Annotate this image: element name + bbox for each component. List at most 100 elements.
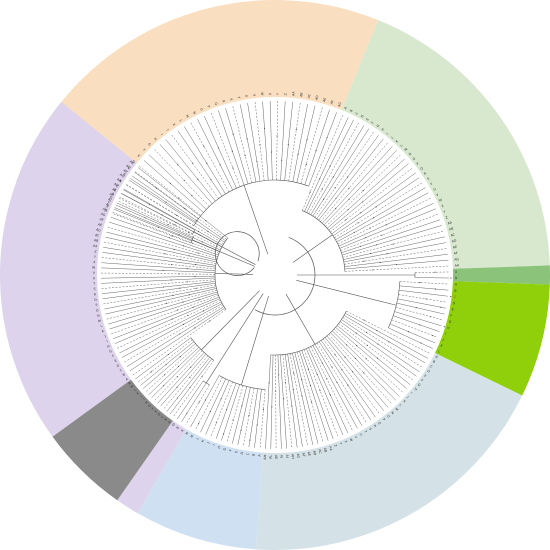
internal-node	[395, 263, 398, 266]
leaf-label: J	[390, 136, 394, 140]
leaf-label: D	[360, 114, 365, 119]
leaf-label: AC	[318, 449, 323, 455]
leaf-branch	[211, 113, 241, 187]
leaf-label: D	[452, 301, 456, 305]
internal-node	[203, 145, 205, 147]
leaf-branch	[341, 219, 441, 254]
leaf-branch	[119, 196, 193, 234]
internal-node	[366, 344, 368, 346]
leaf-label: Z	[333, 444, 338, 448]
internal-node	[205, 220, 207, 222]
internal-node	[282, 398, 284, 400]
leaf-branch	[306, 348, 344, 436]
leaf-branch	[101, 267, 216, 273]
internal-node	[355, 332, 357, 334]
internal-node	[189, 376, 191, 378]
leaf-branch	[134, 172, 199, 220]
leaf-branch	[308, 112, 337, 187]
leaf-branch	[308, 347, 349, 434]
internal-node	[450, 295, 452, 298]
internal-node	[176, 386, 178, 388]
leaf-label: W	[92, 265, 96, 269]
leaf-branch	[126, 306, 225, 367]
leaf-label: AD	[312, 450, 317, 456]
leaf-label: G	[448, 320, 452, 325]
leaf-label: H	[153, 137, 158, 142]
leaf-branch	[135, 337, 191, 380]
internal-node	[176, 309, 178, 311]
internal-node	[188, 231, 190, 234]
leaf-branch	[159, 144, 213, 204]
internal-node	[388, 341, 390, 343]
leaf-label: X	[268, 93, 272, 96]
internal-node	[295, 128, 297, 131]
leaf-label: T	[363, 429, 368, 434]
internal-node	[415, 307, 417, 309]
leaf-label: V	[252, 94, 256, 97]
leaf-label: O	[96, 308, 100, 313]
leaf-branch	[101, 275, 216, 279]
leaf-label: J	[103, 334, 106, 338]
leaf-label: C	[160, 414, 165, 419]
internal-node	[187, 314, 189, 317]
leaf-branch	[318, 138, 384, 221]
leaf-label: J	[405, 395, 409, 399]
internal-node	[360, 212, 362, 214]
leaf-branch	[101, 257, 216, 270]
leaf-label: U	[93, 276, 96, 280]
leaf-label: W	[260, 92, 264, 96]
leaf-branch	[195, 377, 223, 430]
leaf-branch	[254, 102, 265, 181]
internal-node	[341, 369, 343, 371]
internal-node	[191, 162, 194, 164]
leaf-label: Q	[94, 298, 98, 302]
leaf-branch	[333, 328, 404, 393]
leaf-label: AI	[105, 202, 109, 207]
leaf-branch	[395, 307, 444, 321]
leaf-label: Y	[338, 442, 342, 445]
leaf-label: AP	[123, 168, 129, 174]
leaf-label: F	[370, 121, 374, 125]
leaf-branch	[339, 208, 436, 249]
leaf-label: K	[440, 343, 444, 348]
leaf-branch	[314, 131, 375, 218]
leaf-branch	[314, 344, 363, 426]
leaf-label: Q	[420, 166, 425, 171]
internal-node	[345, 344, 348, 346]
leaf-branch	[399, 290, 448, 297]
internal-node	[326, 378, 328, 380]
leaf-label: D	[109, 195, 113, 200]
leaf-label: Z	[94, 249, 97, 253]
leaf-branch	[396, 302, 445, 315]
leaf-branch	[388, 327, 433, 349]
leaf-branch	[109, 221, 218, 257]
internal-node	[163, 374, 166, 376]
internal-node	[347, 384, 349, 386]
leaf-branch	[294, 352, 319, 444]
leaf-branch	[328, 334, 393, 405]
leaf-label: L	[179, 119, 183, 123]
leaf-branch	[130, 178, 197, 223]
leaf-label: S	[368, 427, 372, 431]
internal-node	[198, 318, 200, 320]
leaf-branch	[324, 337, 385, 411]
internal-node	[215, 422, 217, 424]
internal-node	[276, 135, 278, 137]
leaf-branch	[177, 130, 223, 197]
internal-node	[195, 219, 197, 221]
internal-node	[370, 252, 372, 255]
leaf-branch	[301, 350, 334, 440]
internal-node	[281, 159, 283, 161]
leaf-label: T	[236, 95, 241, 99]
leaf-branch	[210, 381, 233, 437]
internal-node	[359, 245, 361, 248]
leaf-branch	[322, 146, 393, 224]
internal-node	[334, 187, 336, 189]
leaf-label: I	[212, 444, 216, 446]
leaf-branch	[332, 330, 400, 397]
leaf-label: E	[451, 307, 454, 311]
leaf-branch	[269, 101, 273, 181]
leaf-label: G	[147, 142, 152, 147]
clade-band-lavender	[0, 101, 137, 437]
leaf-branch	[337, 197, 432, 245]
